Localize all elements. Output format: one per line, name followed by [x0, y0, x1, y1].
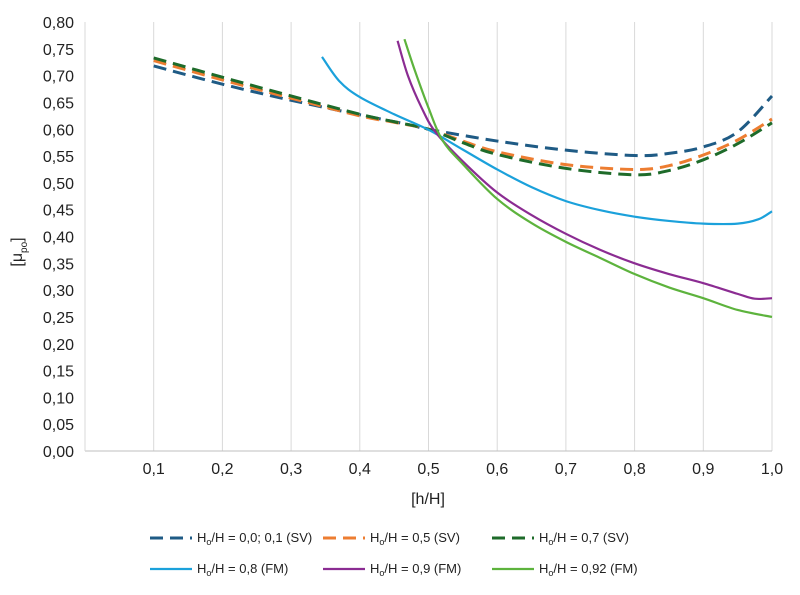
legend-swatch: [323, 536, 365, 540]
y-tick-label: 0,55: [43, 149, 74, 166]
legend-swatch: [150, 567, 192, 571]
x-tick-label: 0,1: [143, 461, 165, 478]
legend-item-6: Ho/H = 0,92 (FM): [492, 559, 638, 579]
legend-item-2: Ho/H = 0,5 (SV): [323, 528, 460, 548]
series-lines: [153, 38, 774, 319]
y-tick-label: 0,00: [43, 444, 74, 461]
legend-swatch: [492, 567, 534, 571]
series-line-6: [403, 38, 773, 319]
x-tick-label: 0,4: [349, 461, 371, 478]
x-tick-label: 0,8: [623, 461, 645, 478]
legend-swatch: [492, 536, 534, 540]
y-tick-label: 0,30: [43, 283, 74, 300]
legend-swatch: [323, 567, 365, 571]
legend-swatch: [150, 536, 192, 540]
x-tick-label: 0,5: [417, 461, 439, 478]
y-tick-label: 0,70: [43, 69, 74, 86]
x-tick-label: 0,3: [280, 461, 302, 478]
series-line-5: [396, 40, 773, 301]
y-tick-label: 0,80: [43, 15, 74, 32]
legend-item-4: Ho/H = 0,8 (FM): [150, 559, 288, 579]
legend-label: Ho/H = 0,9 (FM): [370, 560, 462, 578]
y-tick-label: 0,50: [43, 176, 74, 193]
x-tick-label: 0,6: [486, 461, 508, 478]
axes: [84, 22, 772, 452]
y-tick-label: 0,45: [43, 203, 74, 220]
x-tick-label: 0,9: [692, 461, 714, 478]
y-tick-label: 0,15: [43, 364, 74, 381]
y-tick-label: 0,35: [43, 256, 74, 273]
series-line-1: [153, 64, 774, 158]
y-axis-label: [μpo]: [9, 237, 30, 266]
y-tick-label: 0,25: [43, 310, 74, 327]
legend-item-3: Ho/H = 0,7 (SV): [492, 528, 629, 548]
legend-label: Ho/H = 0,8 (FM): [197, 560, 289, 578]
y-tick-label: 0,40: [43, 230, 74, 247]
grid: [153, 22, 773, 451]
legend-label: Ho/H = 0,5 (SV): [370, 529, 460, 547]
y-tick-label: 0,65: [43, 95, 74, 112]
legend-item-1: Ho/H = 0,0; 0,1 (SV): [150, 528, 312, 548]
y-tick-labels: 0,00 0,05 0,10 0,15 0,20 0,25 0,30 0,35 0,40 0,45…: [43, 15, 74, 461]
y-tick-label: 0,75: [43, 42, 74, 59]
x-axis-label: [h/H]: [411, 491, 445, 508]
y-tick-label: 0,10: [43, 390, 74, 407]
y-tick-label: 0,05: [43, 417, 74, 434]
x-tick-label: 0,7: [555, 461, 577, 478]
series-line-4: [321, 56, 773, 226]
y-tick-label: 0,60: [43, 122, 74, 139]
x-tick-label: 0,2: [211, 461, 233, 478]
legend-item-5: Ho/H = 0,9 (FM): [323, 559, 461, 579]
series-line-2: [153, 59, 773, 171]
x-tick-labels: 0,1 0,2 0,3 0,4 0,5 0,6 0,7 0,8 0,9 1,0: [143, 461, 784, 478]
legend-label: Ho/H = 0,0; 0,1 (SV): [197, 529, 313, 547]
x-tick-label: 1,0: [761, 461, 783, 478]
legend-label: Ho/H = 0,7 (SV): [539, 529, 629, 547]
y-tick-label: 0,20: [43, 337, 74, 354]
legend-label: Ho/H = 0,92 (FM): [539, 560, 638, 578]
series-line-3: [153, 56, 773, 177]
